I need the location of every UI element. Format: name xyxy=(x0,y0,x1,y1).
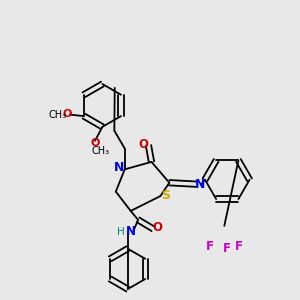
Text: CH₃: CH₃ xyxy=(49,110,67,120)
Text: N: N xyxy=(126,225,136,238)
Text: N: N xyxy=(114,161,124,174)
Text: F: F xyxy=(206,239,213,253)
Text: O: O xyxy=(91,138,100,148)
Text: O: O xyxy=(138,138,148,151)
Text: O: O xyxy=(152,221,162,234)
Text: F: F xyxy=(223,242,231,255)
Text: CH₃: CH₃ xyxy=(91,146,110,157)
Text: H: H xyxy=(117,227,125,237)
Text: N: N xyxy=(195,178,206,191)
Text: O: O xyxy=(63,109,72,119)
Text: S: S xyxy=(161,189,170,202)
Text: F: F xyxy=(235,239,243,253)
